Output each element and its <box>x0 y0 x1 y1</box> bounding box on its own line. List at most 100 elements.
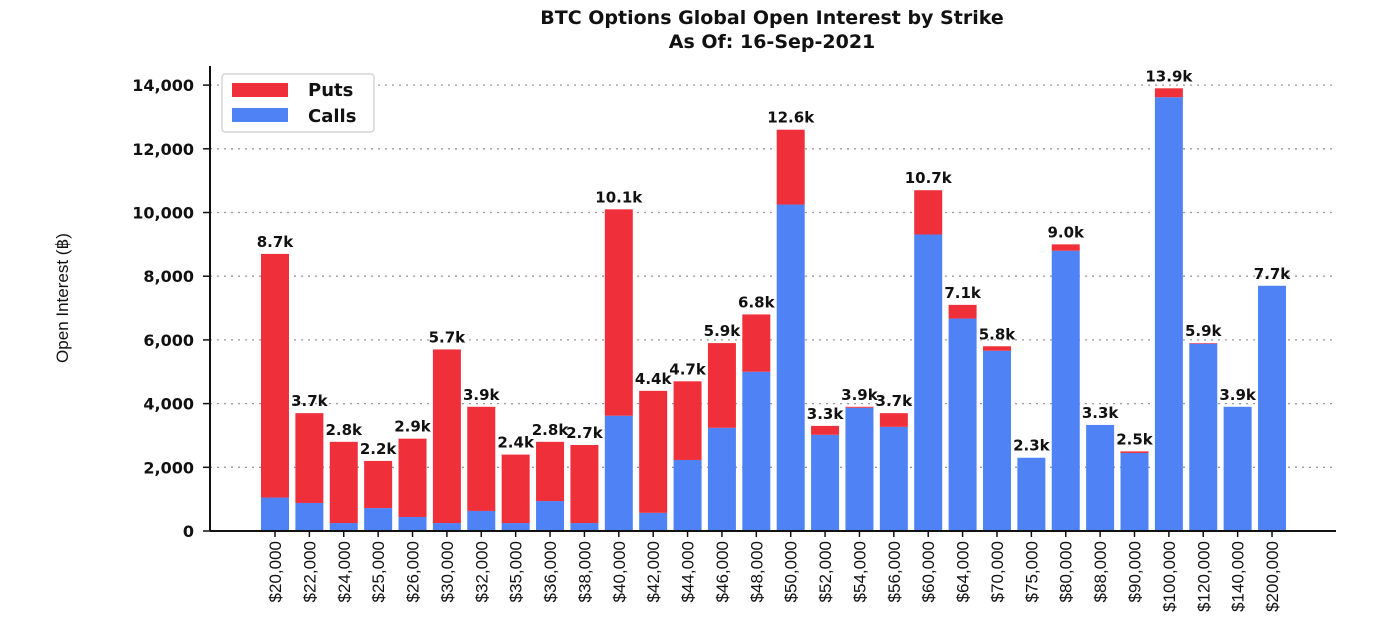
bar-total-label: 3.9k <box>841 386 879 404</box>
bar-calls <box>432 523 461 531</box>
bar-total-label: 8.7k <box>257 233 295 251</box>
x-tick-label: $38,000 <box>575 541 594 602</box>
bar-calls <box>776 204 805 531</box>
bar-calls <box>673 459 702 531</box>
bar-calls <box>1189 343 1218 531</box>
bar-calls <box>639 512 668 531</box>
bar-puts <box>845 406 874 408</box>
bar-total-label: 2.8k <box>532 421 570 439</box>
x-tick-label: $56,000 <box>885 541 904 602</box>
bar-total-label: 3.7k <box>291 392 329 410</box>
y-axis-label: Open Interest (฿) <box>53 233 72 363</box>
x-tick-label: $90,000 <box>1126 541 1145 602</box>
bar-calls <box>879 426 908 531</box>
bar-total-label: 2.4k <box>497 434 535 452</box>
bar-puts <box>879 413 908 427</box>
x-tick-label: $75,000 <box>1022 541 1041 602</box>
bar-puts <box>398 438 427 517</box>
bar-puts <box>604 209 633 416</box>
x-tick-label: $88,000 <box>1091 541 1110 602</box>
y-tick-label: 14,000 <box>132 76 194 95</box>
x-tick-label: $50,000 <box>782 541 801 602</box>
bar-total-label: 10.1k <box>595 188 643 206</box>
bar-calls <box>982 350 1011 531</box>
bar-total-label: 5.9k <box>704 322 742 340</box>
legend-swatch-calls <box>232 108 288 122</box>
bar-total-label: 2.7k <box>566 424 604 442</box>
bar-total-label: 5.7k <box>429 328 467 346</box>
legend-label-calls: Calls <box>308 106 356 127</box>
bar-puts <box>432 349 461 524</box>
bar-puts <box>982 346 1011 351</box>
x-tick-label: $64,000 <box>954 541 973 602</box>
bar-calls <box>604 415 633 531</box>
bar-total-label: 7.7k <box>1254 265 1292 283</box>
bar-calls <box>1051 250 1080 532</box>
bar-puts <box>1051 244 1080 251</box>
y-tick-label: 2,000 <box>143 458 194 477</box>
bar-total-label: 3.9k <box>1219 386 1257 404</box>
bar-puts <box>467 406 496 511</box>
x-tick-label: $52,000 <box>816 541 835 602</box>
bar-total-label: 2.3k <box>1013 437 1051 455</box>
bar-total-label: 2.5k <box>1116 430 1154 448</box>
legend-swatch-puts <box>232 83 288 97</box>
bar-calls <box>467 510 496 531</box>
bar-puts <box>570 445 599 524</box>
bar-calls <box>329 523 358 531</box>
bar-puts <box>536 441 565 502</box>
bar-total-label: 2.9k <box>394 418 432 436</box>
x-tick-label: $44,000 <box>679 541 698 602</box>
bar-calls <box>1017 457 1046 531</box>
bar-total-label: 13.9k <box>1145 67 1193 85</box>
bar-calls <box>261 497 289 531</box>
x-tick-label: $70,000 <box>988 541 1007 602</box>
x-tick-label: $32,000 <box>472 541 491 602</box>
y-tick-label: 10,000 <box>132 204 194 223</box>
bar-puts <box>811 425 840 435</box>
bar-calls <box>1223 406 1252 531</box>
bar-puts <box>707 343 736 428</box>
x-tick-label: $20,000 <box>266 541 285 602</box>
bar-calls <box>845 407 874 531</box>
bar-total-label: 2.8k <box>325 421 363 439</box>
bar-total-label: 3.3k <box>1082 404 1120 422</box>
bar-calls <box>742 371 771 531</box>
bar-puts <box>295 413 324 503</box>
bar-puts <box>742 314 771 372</box>
bar-total-label: 6.8k <box>738 293 776 311</box>
bar-calls <box>707 427 736 531</box>
chart-subtitle: As Of: 16-Sep-2021 <box>669 31 876 53</box>
bar-puts <box>1120 451 1149 453</box>
x-tick-label: $42,000 <box>644 541 663 602</box>
bar-total-label: 5.9k <box>1185 322 1223 340</box>
bar-total-label: 3.3k <box>807 405 845 423</box>
bar-calls <box>398 516 427 531</box>
x-tick-label: $25,000 <box>369 541 388 602</box>
legend: Puts Calls <box>221 73 375 133</box>
y-tick-label: 12,000 <box>132 140 194 159</box>
bar-calls <box>948 318 977 531</box>
bar-total-label: 2.2k <box>360 440 398 458</box>
bar-puts <box>776 129 805 205</box>
x-tick-label: $26,000 <box>404 541 423 602</box>
bar-calls <box>570 523 599 531</box>
bar-calls <box>1086 424 1115 531</box>
bar-puts <box>1189 343 1218 344</box>
x-tick-label: $48,000 <box>747 541 766 602</box>
chart-title: BTC Options Global Open Interest by Stri… <box>540 7 1003 29</box>
x-tick-label: $140,000 <box>1229 541 1248 612</box>
x-tick-label: $22,000 <box>300 541 319 602</box>
y-tick-label: 4,000 <box>143 395 194 414</box>
bar-puts <box>914 190 943 235</box>
bar-calls <box>364 508 393 531</box>
x-tick-label: $40,000 <box>610 541 629 602</box>
bar-puts <box>639 390 668 513</box>
bar-puts <box>673 381 702 460</box>
bar-total-label: 3.9k <box>463 386 501 404</box>
x-tick-label: $100,000 <box>1160 541 1179 612</box>
bar-puts <box>948 304 977 319</box>
legend-label-puts: Puts <box>308 80 353 101</box>
x-tick-label: $120,000 <box>1194 541 1213 612</box>
bar-calls <box>1120 452 1149 531</box>
